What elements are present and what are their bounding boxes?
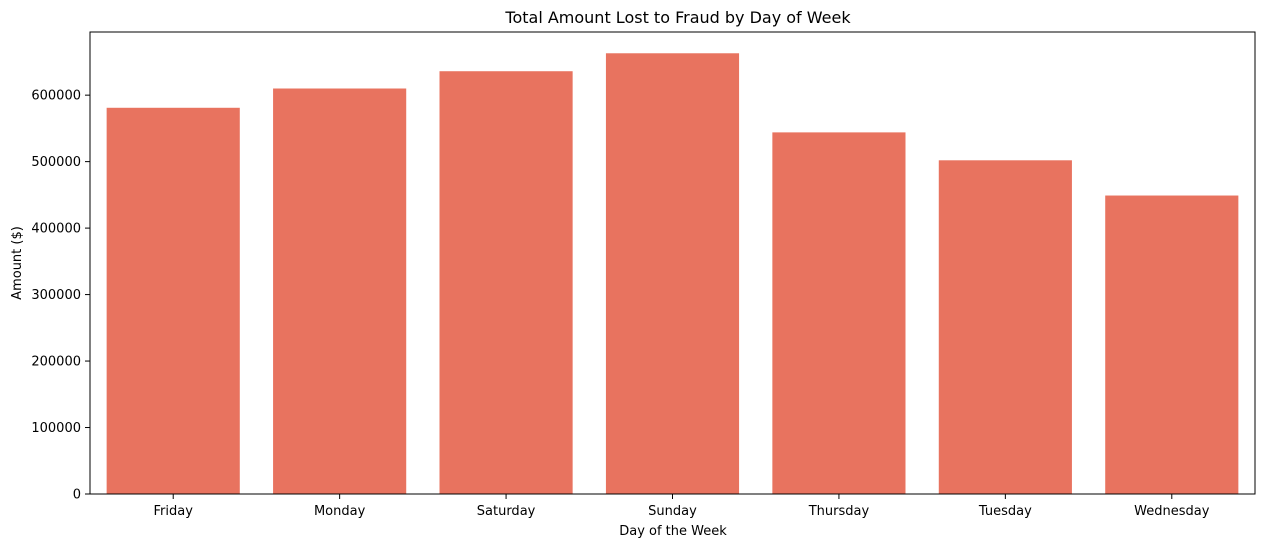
bar-thursday (772, 132, 906, 494)
x-tick-label: Friday (154, 504, 194, 519)
y-tick-label: 100000 (31, 421, 81, 436)
y-tick-label: 400000 (31, 222, 81, 237)
y-tick-label: 600000 (31, 89, 81, 104)
bar-saturday (439, 71, 573, 494)
x-axis-label: Day of the Week (619, 524, 727, 539)
bar-tuesday (938, 160, 1072, 495)
chart-title: Total Amount Lost to Fraud by Day of Wee… (504, 8, 851, 27)
bar-sunday (605, 53, 740, 494)
y-tick-label: 0 (73, 488, 81, 503)
x-tick-label: Monday (314, 504, 366, 519)
bars-group (106, 53, 1239, 495)
x-tick-label: Tuesday (978, 504, 1032, 519)
y-tick-label: 200000 (31, 355, 81, 370)
x-tick-label: Thursday (808, 504, 870, 519)
y-axis-label: Amount ($) (10, 226, 25, 300)
x-tick-label: Wednesday (1134, 504, 1210, 519)
y-tick-label: 300000 (31, 288, 81, 303)
bar-friday (106, 107, 240, 494)
y-axis-ticks: 0 100000 200000 300000 400000 500000 600000 (31, 89, 90, 503)
bar-wednesday (1105, 195, 1239, 494)
x-tick-label: Sunday (648, 504, 697, 519)
bar-monday (273, 88, 407, 494)
x-axis-ticks: Friday Monday Saturday Sunday Thursday Tuesda… (154, 494, 1210, 519)
y-tick-label: 500000 (31, 155, 81, 170)
x-tick-label: Saturday (477, 504, 536, 519)
